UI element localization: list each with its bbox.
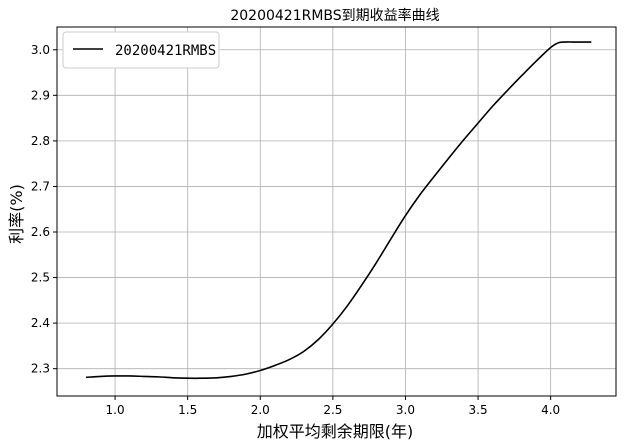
x-tick-label: 2.5: [323, 403, 342, 417]
series-line: [85, 41, 592, 380]
plot-frame: [56, 26, 617, 397]
y-tick-label: 2.4: [31, 316, 50, 330]
y-tick-label: 2.7: [31, 179, 50, 193]
y-tick-label: 3.0: [31, 43, 50, 57]
y-axis: 2.3 2.4 2.5 2.6 2.7 2.8 2.9 3.0: [31, 43, 57, 376]
x-tick-label: 3.5: [469, 403, 488, 417]
legend-box: [62, 31, 220, 69]
chart-title: 20200421RMBS到期收益率曲线: [230, 7, 439, 24]
y-tick-label: 2.8: [31, 134, 50, 148]
x-tick-label: 1.5: [178, 403, 197, 417]
y-tick-label: 2.5: [31, 271, 50, 285]
series-layer: [85, 41, 592, 380]
x-tick-label: 2.0: [251, 403, 270, 417]
grid: [57, 27, 616, 396]
legend-label: 20200421RMBS: [115, 43, 216, 59]
legend: 20200421RMBS: [62, 31, 220, 69]
y-tick-label: 2.3: [31, 362, 50, 376]
x-axis: 1.0 1.5 2.0 2.5 3.0 3.5 4.0: [106, 396, 560, 417]
x-tick-label: 4.0: [541, 403, 560, 417]
x-axis-label: 加权平均剩余期限(年): [257, 422, 414, 441]
x-tick-label: 1.0: [106, 403, 125, 417]
y-tick-label: 2.6: [31, 225, 50, 239]
y-tick-label: 2.9: [31, 88, 50, 102]
x-tick-label: 3.0: [396, 403, 415, 417]
y-axis-label: 利率(%): [7, 184, 26, 244]
